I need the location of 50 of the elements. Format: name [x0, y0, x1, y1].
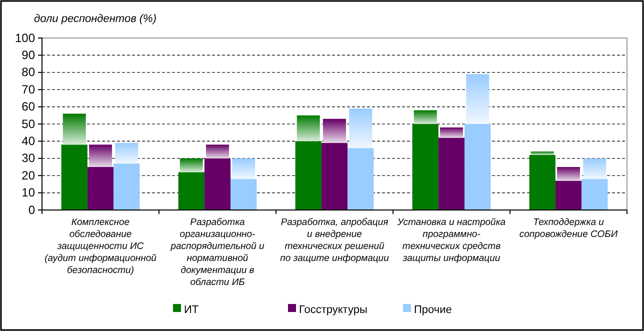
bar — [557, 167, 580, 181]
bar — [115, 142, 138, 164]
x-tick-label: Техподдержка и сопровождение СОБИ — [519, 217, 618, 240]
bar — [61, 144, 88, 210]
y-tick-label: 50 — [22, 116, 36, 131]
y-tick-label: 100 — [14, 30, 36, 45]
y-tick-label: 40 — [22, 134, 36, 148]
bar — [321, 142, 348, 210]
y-tick-label: 90 — [22, 48, 36, 62]
y-tick-label: 10 — [22, 186, 36, 200]
bar — [555, 180, 582, 210]
bar — [180, 158, 203, 172]
y-tick-label: 70 — [22, 82, 36, 96]
y-tick-label: 0 — [28, 202, 36, 217]
bar — [204, 158, 231, 210]
bar — [87, 167, 114, 210]
y-tick-label: 30 — [22, 151, 36, 166]
bar — [582, 179, 608, 210]
bar — [323, 118, 346, 143]
bar — [530, 152, 554, 155]
bar — [349, 108, 372, 148]
bar — [89, 144, 112, 167]
x-tick-label: Разработка, апробация и внедрение технических решений по защите информации — [280, 217, 390, 264]
y-tick-label: 80 — [22, 65, 36, 80]
bar — [62, 114, 86, 145]
y-tick-label: 60 — [22, 100, 36, 114]
x-tick-label: Установка и настройка программно-технических средств защиты информации — [396, 217, 506, 264]
bar — [412, 124, 438, 210]
y-tick-label: 20 — [22, 168, 36, 182]
bar — [232, 158, 256, 180]
bar — [296, 115, 320, 142]
bar — [583, 158, 606, 180]
legend-label: Госструктуры — [299, 304, 368, 316]
x-tick-label: Разработка организационно-распорядительной и нормативной документации в области ИБ — [170, 217, 265, 288]
bar — [206, 144, 229, 158]
bar — [464, 124, 491, 210]
legend-label: Прочие — [414, 304, 452, 316]
bar — [466, 74, 490, 124]
bar — [438, 138, 465, 210]
bar — [114, 164, 140, 210]
bar — [178, 172, 204, 210]
bar — [348, 148, 374, 210]
bar — [295, 141, 322, 210]
bar — [230, 179, 257, 210]
bar — [414, 110, 437, 124]
bar — [440, 127, 463, 138]
bar — [529, 154, 556, 210]
x-tick-label: Комплексное обследование защищенности ИС (аудит информационной безопасности) — [44, 217, 158, 276]
legend-label: ИТ — [184, 304, 199, 316]
y-axis-title: доли респондентов (%) — [34, 13, 157, 25]
